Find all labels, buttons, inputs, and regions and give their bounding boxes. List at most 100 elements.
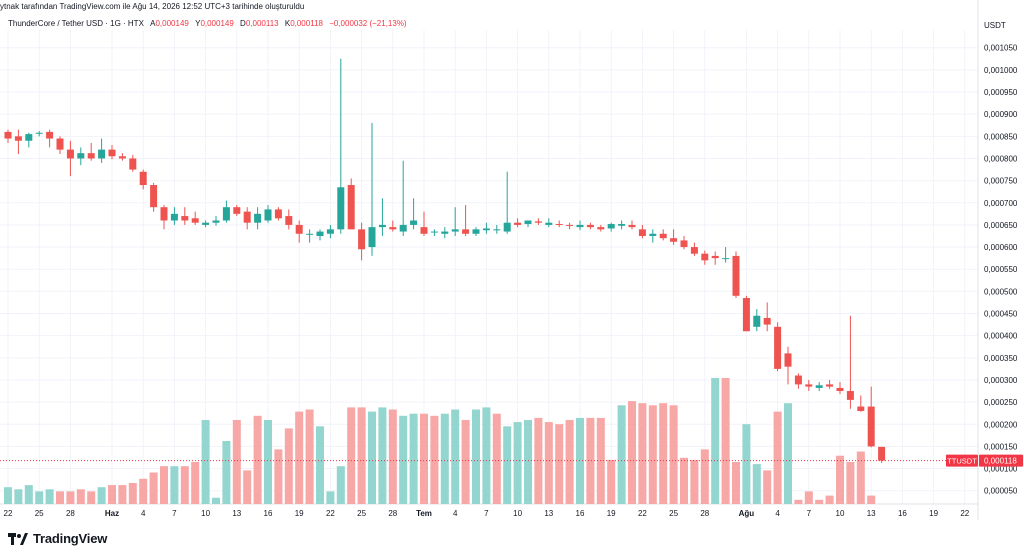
volume-bar	[326, 491, 335, 504]
volume-bar	[14, 489, 23, 504]
candle-body	[347, 185, 355, 230]
y-tick-label: 0,000300	[984, 376, 1018, 385]
candle-body	[846, 391, 854, 400]
volume-bar	[617, 405, 626, 504]
volume-bar	[742, 424, 751, 504]
candle-body	[826, 384, 834, 387]
candle-body	[212, 220, 220, 223]
volume-bar	[388, 409, 397, 504]
volume-bar	[534, 417, 543, 504]
close-value: 0,000118	[290, 19, 323, 28]
candle-body	[753, 315, 761, 327]
volume-bar	[555, 424, 564, 504]
candle-body	[430, 231, 438, 233]
volume-bar	[149, 472, 158, 504]
candle-body	[87, 153, 95, 159]
volume-bar	[825, 495, 834, 504]
volume-bar	[357, 407, 366, 504]
candle-body	[566, 224, 574, 226]
volume-bar	[253, 415, 262, 504]
y-tick-label: 0,000800	[984, 154, 1018, 163]
volume-bar	[565, 420, 574, 504]
volume-bar	[97, 487, 106, 504]
candle-body	[378, 224, 386, 228]
tradingview-logo-icon	[8, 532, 28, 545]
candle-body	[389, 227, 397, 230]
volume-bar	[815, 499, 824, 504]
candle-body	[794, 375, 802, 385]
candle-body	[649, 233, 657, 236]
volume-bar	[87, 491, 96, 504]
candle-body	[867, 406, 875, 447]
y-tick-label: 0,000850	[984, 132, 1018, 141]
volume-bar	[784, 403, 792, 504]
x-tick-label: 16	[264, 509, 273, 518]
symbol-legend: ThunderCore / Tether USD · 1G · HTX A0,0…	[8, 19, 407, 28]
currency-label[interactable]: USDT	[984, 21, 1006, 30]
tradingview-logo[interactable]: TradingView	[8, 531, 107, 546]
x-tick-label: 28	[700, 509, 709, 518]
x-tick-label: 10	[836, 509, 845, 518]
volume-bar	[586, 417, 595, 504]
candle-body	[66, 149, 74, 159]
volume-bar	[66, 491, 75, 504]
x-tick-label: 4	[453, 509, 458, 518]
y-tick-label: 0,000050	[984, 487, 1018, 496]
candle-body	[202, 222, 210, 225]
x-tick-label: 10	[513, 509, 522, 518]
volume-bar	[399, 415, 408, 504]
x-tick-label: 13	[867, 509, 876, 518]
volume-bar	[170, 466, 179, 504]
tradingview-logo-text: TradingView	[33, 531, 108, 546]
volume-bar	[524, 420, 532, 504]
volume-bar	[243, 470, 252, 504]
volume-bar	[45, 489, 54, 504]
volume-bar	[264, 420, 272, 504]
volume-bar	[711, 378, 720, 504]
x-tick-label: 25	[357, 509, 366, 518]
price-chart[interactable]: 0,000050 0,000100 0,000150 0,000200 0,000250…	[0, 0, 1024, 528]
symbol-title[interactable]: ThunderCore / Tether USD · 1G · HTX	[8, 19, 144, 28]
x-tick-label: 19	[929, 509, 938, 518]
candle-body	[399, 224, 407, 232]
volume-bar	[118, 485, 127, 504]
volume-bar	[856, 451, 865, 504]
volume-bar	[690, 459, 699, 504]
volume-bar	[76, 489, 85, 504]
high-value: 0,000149	[200, 19, 234, 28]
volume-bar	[461, 420, 470, 504]
volume-bar	[284, 428, 293, 504]
x-tick-label: 28	[388, 509, 397, 518]
candle-body	[108, 149, 116, 157]
candle-body	[181, 216, 189, 221]
volume-bar	[451, 409, 460, 504]
volume-bar	[378, 407, 387, 504]
x-tick-label: Ağu	[739, 509, 755, 518]
volume-bar	[492, 413, 501, 504]
candle-body	[35, 132, 43, 134]
x-tick-label: 4	[141, 509, 146, 518]
volume-bar	[430, 415, 439, 504]
volume-bar	[305, 409, 314, 504]
volume-bar	[669, 405, 678, 504]
candle-body	[545, 222, 553, 225]
volume-bar	[472, 409, 480, 504]
volume-bar	[212, 497, 220, 504]
volume-bar	[680, 457, 688, 504]
x-tick-label: Tem	[416, 509, 432, 518]
candle-body	[160, 207, 168, 221]
candle-body	[503, 222, 511, 232]
open-value: 0,000149	[155, 19, 189, 28]
volume-bar	[628, 401, 636, 504]
volume-bar	[638, 403, 647, 504]
volume-bar	[773, 411, 782, 504]
candle-body	[295, 224, 303, 234]
volume-bar	[513, 422, 522, 504]
volume-bar	[160, 466, 168, 504]
candle-body	[233, 207, 241, 214]
x-tick-label: 22	[638, 509, 647, 518]
x-tick-label: 7	[484, 509, 489, 518]
x-tick-label: 13	[232, 509, 241, 518]
volume-bar	[336, 466, 345, 504]
candle-body	[129, 158, 137, 170]
